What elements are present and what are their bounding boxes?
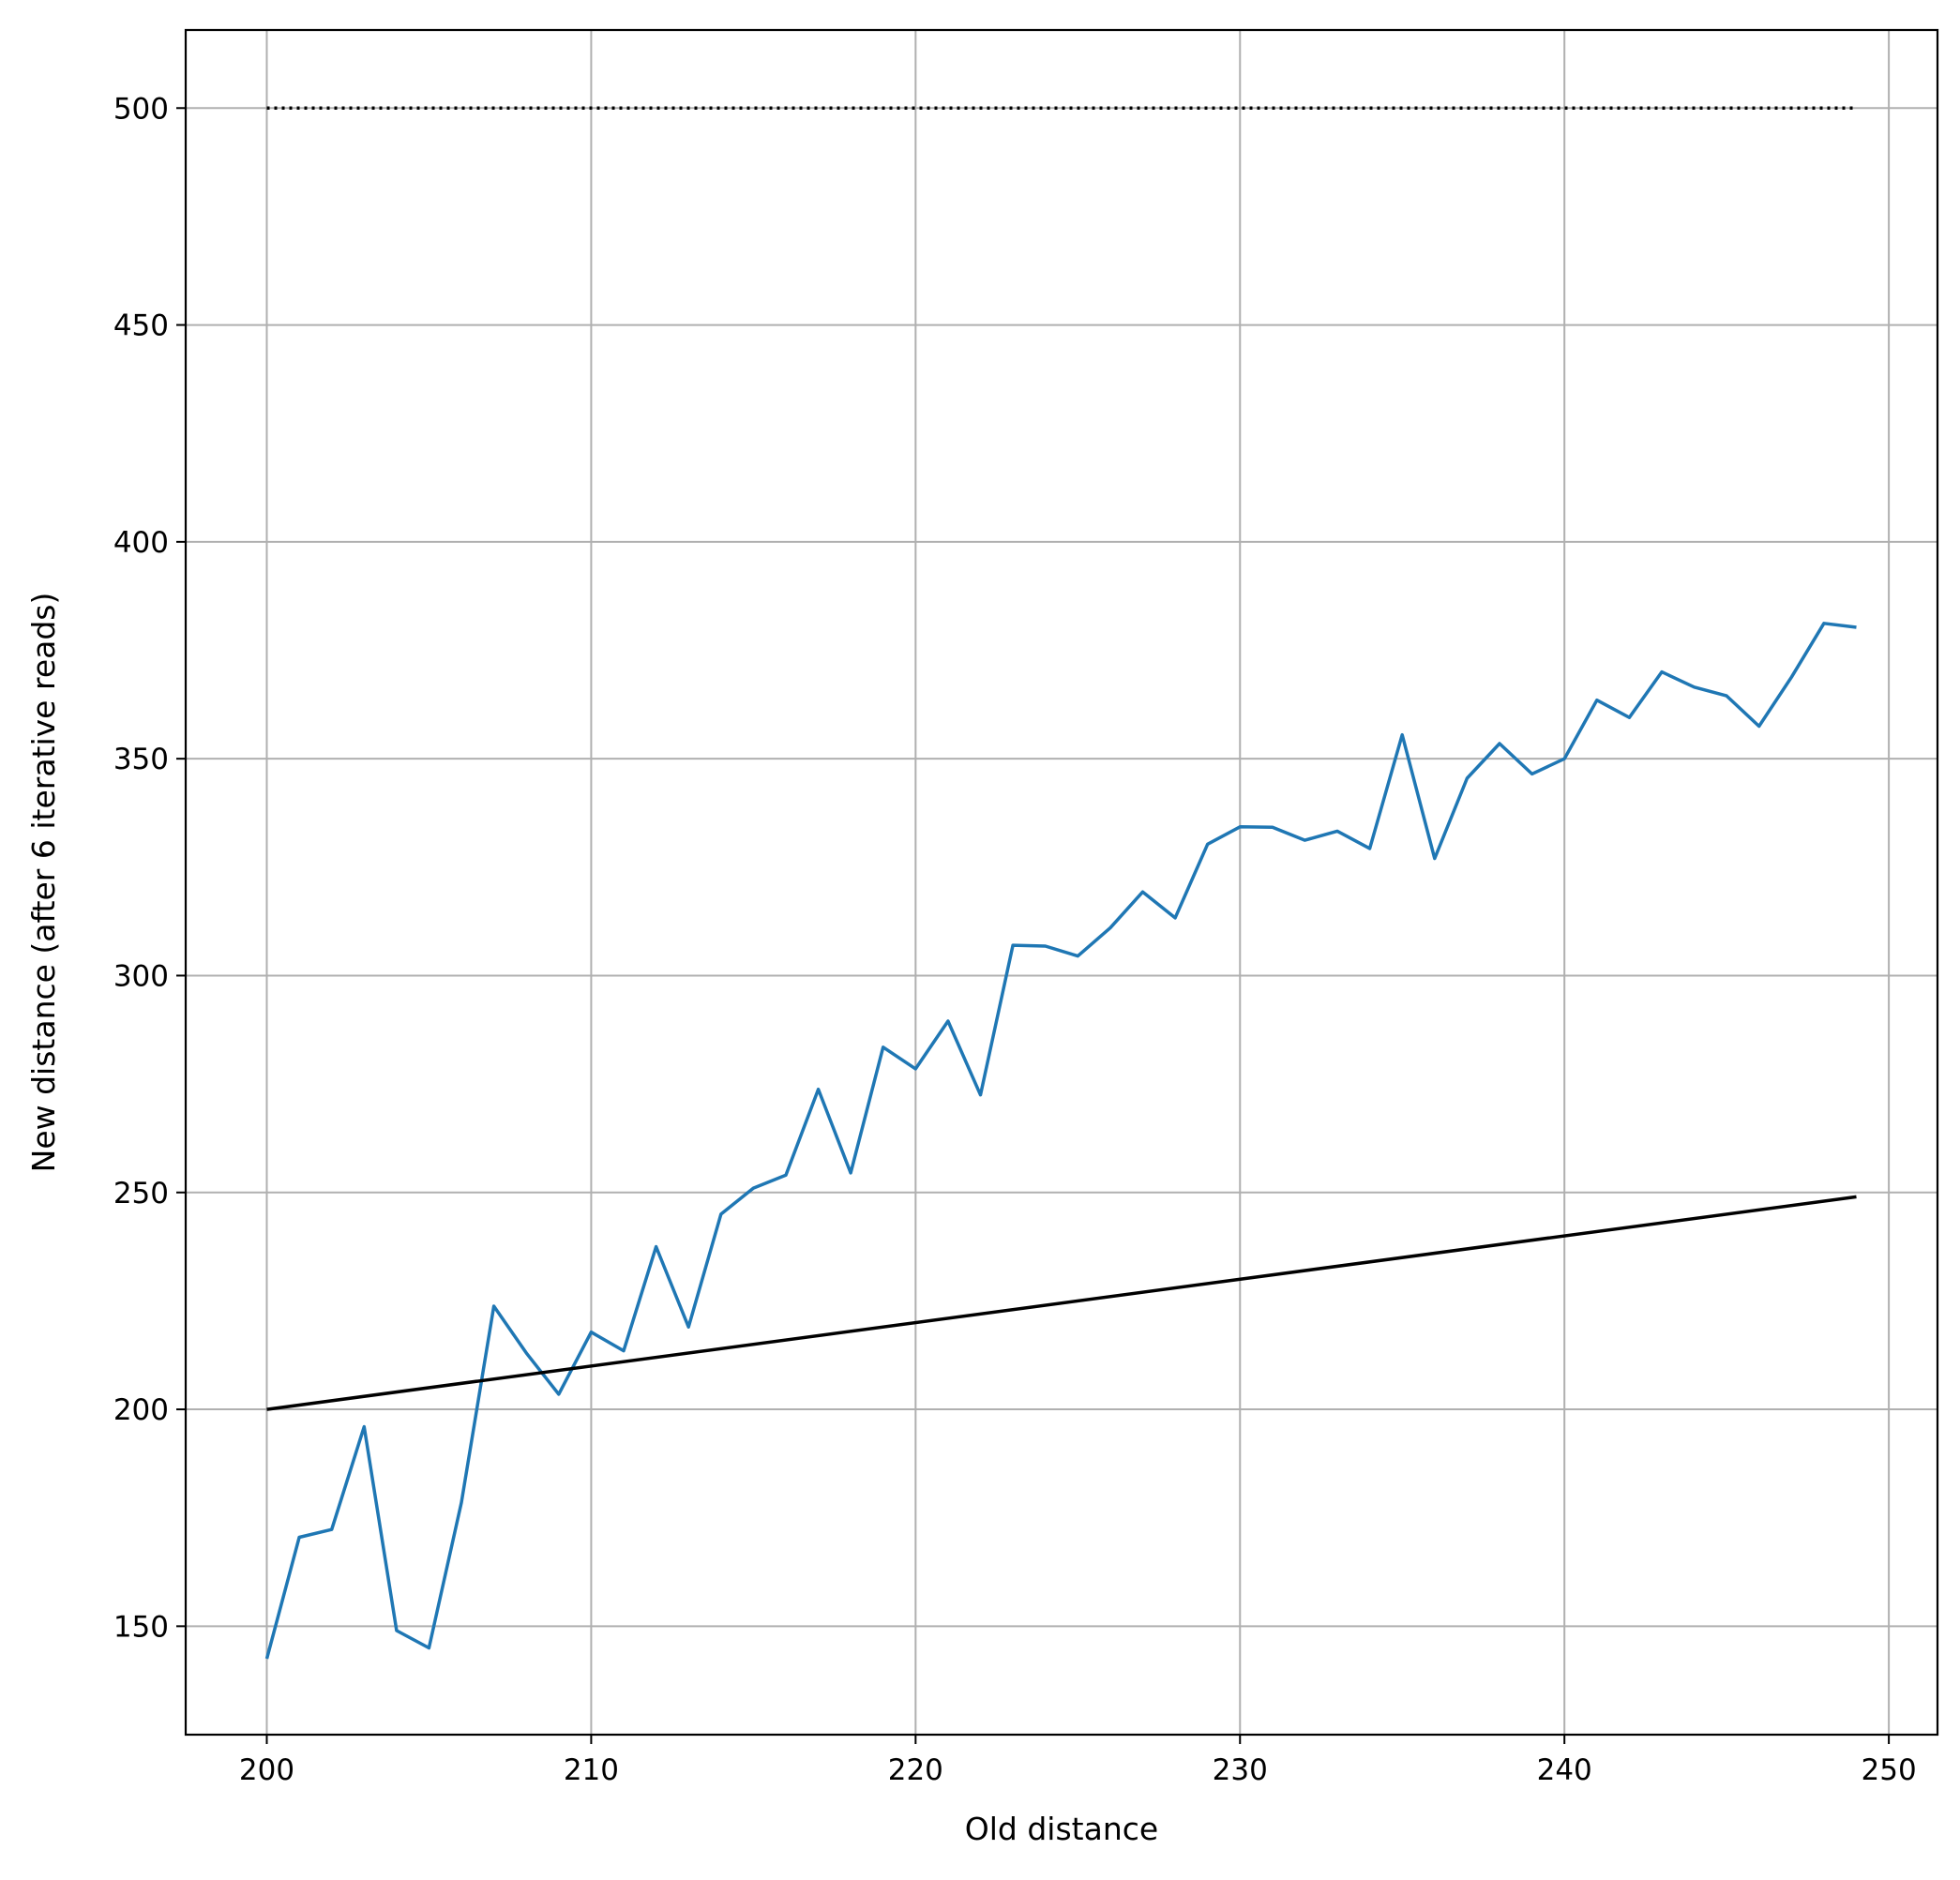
x-axis-label: Old distance — [965, 1811, 1158, 1847]
plot-frame — [184, 28, 1939, 1737]
y-tick-label: 450 — [113, 309, 169, 343]
y-tick-label: 300 — [113, 959, 169, 993]
x-tick-label: 240 — [1537, 1753, 1592, 1787]
x-tick-label: 250 — [1862, 1753, 1917, 1787]
series-layer — [264, 106, 1857, 1660]
y-tick-label: 500 — [113, 92, 169, 126]
x-tick-label: 220 — [888, 1753, 943, 1787]
x-tick-label: 210 — [564, 1753, 619, 1787]
x-tick-label: 200 — [239, 1753, 294, 1787]
y-tick-label: 350 — [113, 743, 169, 776]
y-tick-label: 250 — [113, 1177, 169, 1211]
y-tick-label: 150 — [113, 1610, 169, 1644]
grid — [186, 30, 1937, 1735]
y-tick-label: 200 — [113, 1393, 169, 1427]
x-tick-label: 230 — [1213, 1753, 1268, 1787]
tick-layer: 200 210 220 230 240 250 150 200 250 300 350 400 450 5… — [113, 92, 1917, 1787]
series-line-identity — [266, 1195, 1857, 1411]
y-tick-label: 400 — [113, 526, 169, 560]
series-line-new-distance — [264, 622, 1857, 1660]
y-axis-label: New distance (after 6 iterative reads) — [25, 593, 62, 1173]
